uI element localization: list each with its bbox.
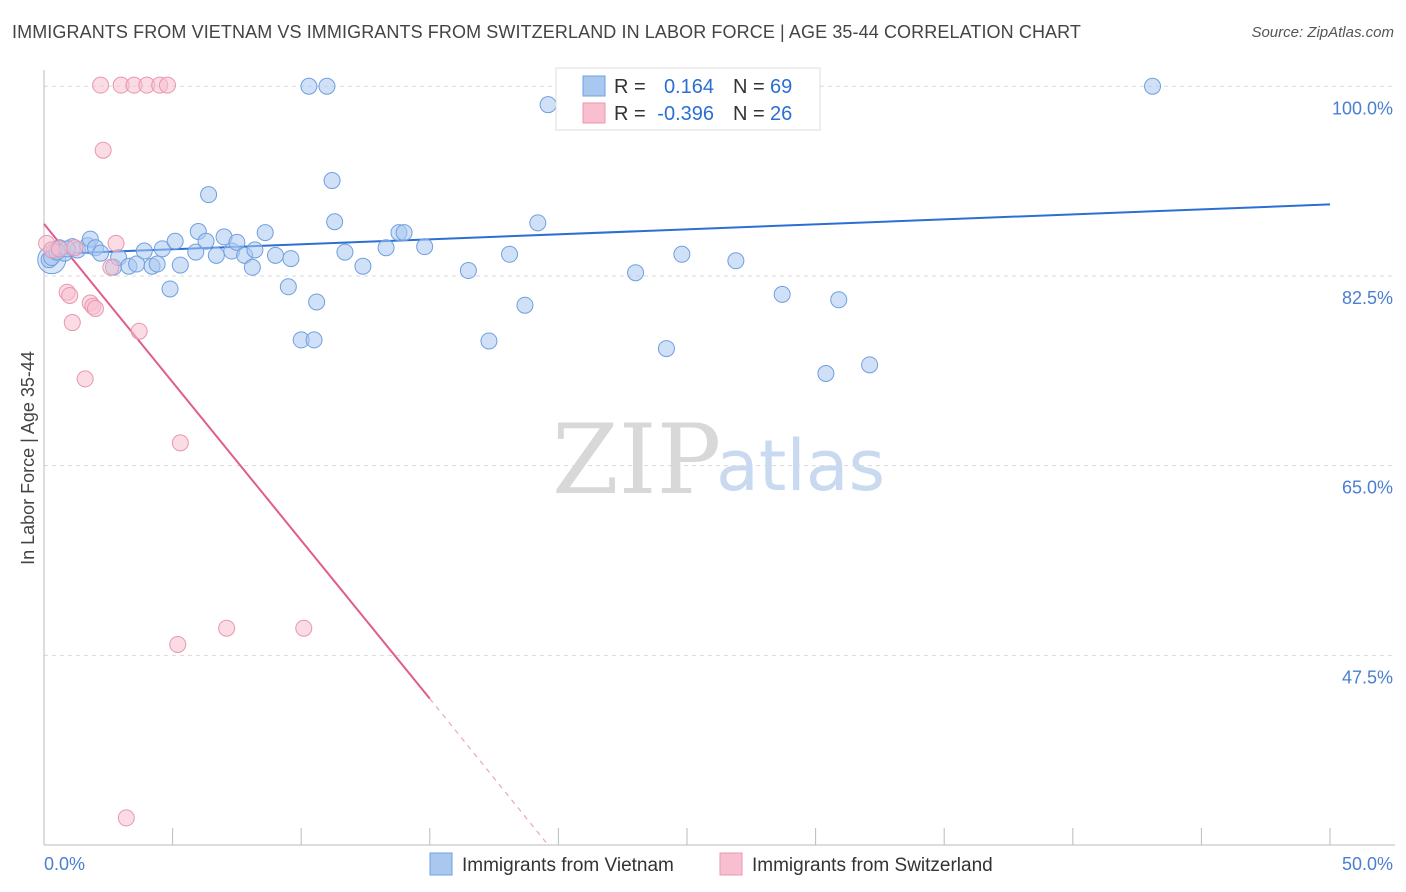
data-point-vietnam (354, 257, 372, 275)
data-point-switzerland (76, 370, 94, 388)
data-point-switzerland (117, 809, 135, 827)
x-tick-label: 0.0% (44, 854, 85, 874)
watermark-atlas: atlas (716, 425, 885, 507)
watermark-zip: ZIP (552, 404, 721, 516)
data-point-vietnam (300, 77, 318, 95)
data-point-vietnam (627, 264, 645, 282)
data-point-switzerland (218, 619, 236, 637)
data-point-vietnam (326, 213, 344, 231)
data-point-vietnam (282, 250, 300, 268)
data-point-switzerland (94, 141, 112, 159)
data-point-vietnam (135, 242, 153, 260)
data-point-switzerland (86, 299, 104, 317)
data-point-vietnam (817, 364, 835, 382)
data-point-vietnam (395, 224, 413, 242)
data-point-switzerland (171, 434, 189, 452)
data-point-switzerland (61, 286, 79, 304)
data-point-vietnam (200, 186, 218, 204)
data-point-vietnam (228, 233, 246, 251)
data-point-vietnam (459, 262, 477, 280)
legend-n-label-switzerland: N = (733, 103, 765, 125)
axes: 100.0% 82.5% 65.0% 47.5% 0.0% 50.0% (43, 70, 1395, 874)
y-tick-label: 100.0% (1332, 98, 1393, 118)
bottom-legend: Immigrants from Vietnam Immigrants from … (429, 852, 993, 876)
legend-r-value-vietnam: 0.164 (664, 76, 714, 98)
data-point-switzerland (50, 240, 68, 258)
bottom-legend-swatch-vietnam (429, 852, 453, 876)
bottom-legend-swatch-switzerland (719, 852, 743, 876)
y-tick-label: 47.5% (1342, 667, 1393, 687)
data-point-vietnam (529, 214, 547, 232)
data-point-vietnam (657, 340, 675, 358)
data-point-vietnam (539, 96, 557, 114)
data-point-vietnam (336, 243, 354, 261)
top-legend: R = 0.164 N = 69 R = -0.396 N = 26 (555, 67, 821, 131)
data-point-vietnam (323, 172, 341, 190)
data-point-vietnam (480, 332, 498, 350)
legend-r-label-vietnam: R = (614, 76, 646, 98)
legend-swatch-switzerland (582, 102, 606, 124)
data-point-vietnam (279, 278, 297, 296)
data-point-vietnam (501, 245, 519, 263)
data-point-switzerland (102, 258, 120, 276)
data-point-vietnam (830, 291, 848, 309)
data-point-switzerland (63, 314, 81, 332)
data-point-switzerland (295, 619, 313, 637)
data-point-vietnam (171, 256, 189, 274)
data-point-vietnam (92, 244, 110, 262)
data-point-vietnam (416, 238, 434, 256)
data-point-vietnam (1144, 77, 1162, 95)
y-axis-label: In Labor Force | Age 35-44 (18, 351, 38, 565)
data-point-vietnam (246, 241, 264, 259)
data-point-switzerland (66, 239, 84, 257)
legend-swatch-vietnam (582, 75, 606, 97)
data-point-vietnam (305, 331, 323, 349)
bottom-legend-label-vietnam: Immigrants from Vietnam (462, 855, 674, 876)
data-point-vietnam (308, 293, 326, 311)
data-point-vietnam (773, 285, 791, 303)
data-points (37, 76, 1162, 827)
legend-r-label-switzerland: R = (614, 103, 646, 125)
data-point-vietnam (266, 246, 284, 264)
legend-n-value-vietnam: 69 (770, 76, 792, 98)
data-point-vietnam (377, 239, 395, 257)
legend-n-label-vietnam: N = (733, 76, 765, 98)
data-point-vietnam (516, 296, 534, 314)
data-point-vietnam (256, 224, 274, 242)
data-point-switzerland (107, 234, 125, 252)
chart-title: IMMIGRANTS FROM VIETNAM VS IMMIGRANTS FR… (12, 22, 1082, 42)
data-point-vietnam (197, 232, 215, 250)
data-point-vietnam (318, 77, 336, 95)
data-point-vietnam (861, 356, 879, 374)
data-point-vietnam (187, 243, 205, 261)
legend-n-value-switzerland: 26 (770, 103, 792, 125)
legend-r-value-switzerland: -0.396 (657, 103, 714, 125)
data-point-vietnam (727, 252, 745, 270)
trend-line-extension-switzerland (429, 698, 549, 846)
data-point-switzerland (130, 322, 148, 340)
trend-line-switzerland (43, 223, 431, 700)
data-point-vietnam (161, 280, 179, 298)
grid-lines (44, 85, 1395, 656)
data-point-vietnam (243, 258, 261, 276)
y-tick-label: 65.0% (1342, 478, 1393, 498)
data-point-switzerland (92, 76, 110, 94)
data-point-switzerland (158, 76, 176, 94)
data-point-vietnam (148, 255, 166, 273)
source-credit: Source: ZipAtlas.com (1251, 24, 1394, 41)
data-point-vietnam (673, 245, 691, 263)
y-tick-label: 82.5% (1342, 288, 1393, 308)
data-point-vietnam (166, 232, 184, 250)
data-point-vietnam (153, 240, 171, 258)
data-point-vietnam (207, 246, 225, 264)
x-tick-label: 50.0% (1342, 854, 1393, 874)
trend-lines (43, 203, 1331, 846)
data-point-switzerland (169, 635, 187, 653)
bottom-legend-label-switzerland: Immigrants from Switzerland (752, 855, 993, 876)
